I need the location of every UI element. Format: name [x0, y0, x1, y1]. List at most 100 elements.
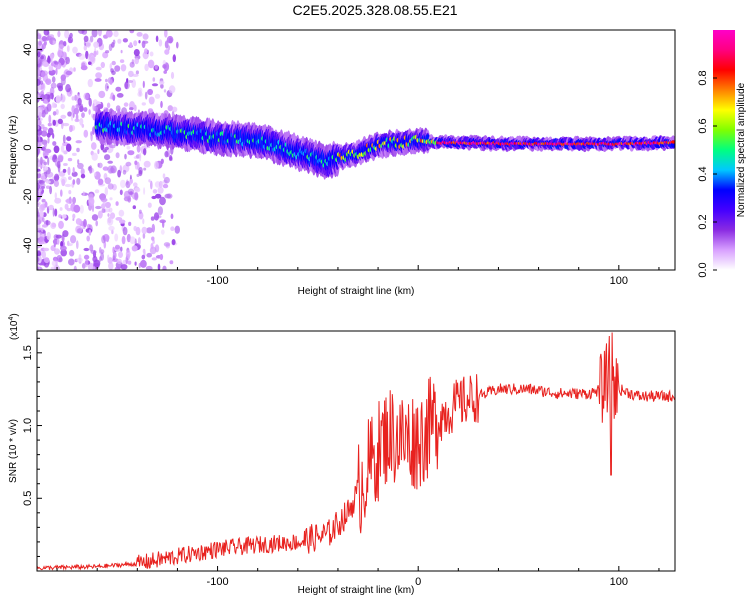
heat-cell	[83, 247, 90, 252]
heat-cell	[55, 67, 58, 76]
heat-cell	[144, 63, 149, 72]
heat-cell	[53, 242, 56, 248]
heat-cell	[45, 180, 51, 184]
heat-cell	[37, 202, 40, 208]
heat-cell	[109, 197, 113, 201]
heat-cell	[115, 201, 119, 206]
heat-cell	[129, 236, 136, 244]
heat-cell	[134, 57, 140, 65]
heat-cell	[168, 37, 173, 44]
heat-cell	[80, 168, 85, 175]
heat-cell	[105, 78, 108, 83]
heat-cell	[46, 231, 51, 241]
heat-cell	[114, 233, 119, 242]
heat-cell	[109, 63, 113, 70]
colorbar-tick-label: 0.8	[697, 70, 709, 85]
heat-cell	[126, 78, 129, 83]
heat-cell	[61, 214, 67, 219]
heat-cell	[41, 71, 45, 78]
snr-y-tick-label: 1.0	[22, 418, 34, 433]
heat-cell	[38, 41, 42, 46]
heat-cell	[142, 218, 145, 225]
heat-cell	[58, 85, 63, 92]
heat-cell	[37, 172, 42, 179]
heat-cell	[143, 167, 147, 171]
heat-cell	[164, 151, 169, 158]
heat-cell	[137, 109, 140, 115]
spectrogram-x-ticks: -100 100	[56, 265, 660, 287]
heat-cell	[107, 183, 114, 190]
heat-cell	[102, 201, 106, 206]
heat-cell	[671, 140, 675, 144]
heat-cell	[139, 152, 142, 162]
heat-cell	[97, 210, 103, 219]
heat-cell	[69, 32, 73, 39]
heat-cell	[66, 45, 70, 52]
heat-cell	[134, 160, 138, 166]
heat-cell	[48, 204, 54, 211]
heat-cell	[96, 50, 99, 55]
spectrogram-x-tick-label: -100	[207, 275, 229, 287]
snr-x-tick-label: 100	[610, 576, 628, 588]
heat-cell	[66, 198, 73, 205]
heat-cell	[40, 130, 48, 137]
heat-cell	[61, 51, 67, 59]
heat-cell	[37, 147, 40, 156]
heat-cell	[72, 196, 76, 204]
heat-cell	[174, 225, 180, 234]
heat-cell	[88, 229, 92, 236]
snr-x-tick-label: 0	[415, 576, 421, 588]
colorbar-tick-label: 0.2	[697, 214, 709, 229]
heat-cell	[67, 243, 73, 247]
heat-cell	[78, 53, 86, 60]
heat-cell	[42, 159, 45, 164]
spectrogram-y-tick-label: 0	[22, 144, 34, 150]
heat-cell	[45, 78, 52, 85]
heat-cell	[55, 95, 61, 104]
heat-cell	[39, 104, 46, 111]
heat-cell	[159, 80, 165, 85]
heat-cell	[76, 177, 81, 185]
heat-cell	[152, 77, 156, 82]
heat-cell	[37, 158, 40, 163]
heat-cell	[65, 56, 70, 65]
heat-cell	[62, 134, 66, 144]
heat-cell	[134, 261, 137, 266]
heat-cell	[107, 254, 110, 261]
spectrogram-y-tick-label: -20	[22, 189, 34, 205]
snr-x-axis-label: Height of straight line (km)	[298, 585, 415, 596]
heat-cell	[87, 53, 95, 62]
heat-cell	[95, 72, 102, 79]
heat-cell	[83, 129, 89, 138]
heat-cell	[108, 262, 114, 270]
heat-cell	[132, 205, 136, 210]
heat-cell	[133, 40, 138, 47]
heat-cell	[137, 87, 143, 94]
heat-cell	[109, 79, 113, 85]
heat-cell	[76, 228, 82, 234]
heat-cell	[37, 226, 42, 231]
heat-cell	[52, 111, 57, 116]
heat-cell	[154, 161, 159, 170]
heat-cell	[108, 225, 115, 231]
heat-cell	[40, 124, 45, 129]
heat-cell	[104, 187, 109, 196]
snr-y-ticks: 0.5 1.0 1.5	[22, 337, 42, 557]
heat-cell	[54, 175, 57, 182]
snr-series-line	[36, 332, 676, 571]
heat-cell	[77, 162, 84, 170]
heat-cell	[81, 263, 86, 269]
heat-cell	[157, 263, 161, 270]
heat-cell	[50, 222, 57, 229]
heat-cell	[104, 177, 112, 185]
heat-cell	[54, 192, 57, 200]
heat-cell	[159, 196, 166, 206]
spectrogram-heatmap	[37, 30, 675, 270]
heat-cell	[73, 204, 81, 213]
heat-cell	[117, 169, 121, 178]
heat-cell	[37, 51, 41, 58]
heat-cell	[50, 82, 57, 89]
heat-cell	[155, 35, 159, 43]
heat-cell	[112, 94, 116, 101]
heat-cell	[104, 201, 111, 209]
